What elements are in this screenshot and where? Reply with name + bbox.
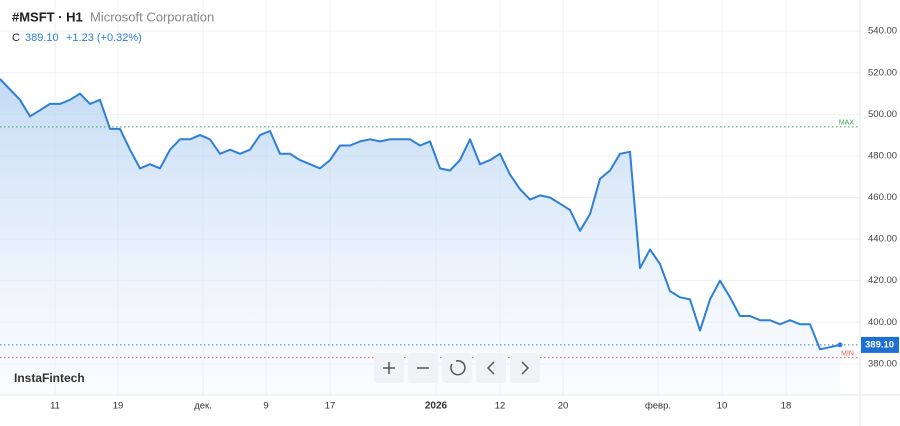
icon [521, 361, 530, 375]
y-tick-label: 440.00 [868, 234, 897, 245]
symbol: #MSFT · H1 [12, 9, 83, 24]
watermark: InstaFintech [14, 371, 85, 385]
price-line [0, 78, 841, 351]
last-price-tag-label: 389.10 [865, 339, 894, 350]
close-label: C [12, 32, 20, 44]
x-tick-label: 9 [263, 401, 268, 412]
y-tick-label: 380.00 [868, 358, 897, 369]
y-tick-label: 400.00 [868, 317, 897, 328]
x-tick-label: 20 [558, 401, 569, 412]
min-line-label: MIN [841, 350, 854, 357]
y-tick-label: 480.00 [868, 150, 897, 161]
max-line-label: MAX [839, 120, 855, 127]
scroll-right-button[interactable] [510, 353, 540, 383]
last-price-tag [861, 336, 899, 353]
company: Microsoft Corporation [90, 9, 214, 24]
change: +1.23 (+0.32%) [66, 32, 142, 44]
x-tick-label: 2026 [425, 401, 448, 412]
icon [383, 362, 395, 374]
icon [486, 361, 495, 375]
y-tick-label: 540.00 [868, 26, 897, 37]
x-tick-label: 17 [325, 401, 336, 412]
x-tick-label: февр. [645, 401, 671, 412]
close-value: 389.10 [25, 32, 59, 44]
y-tick-label: 500.00 [868, 109, 897, 120]
x-tick-label: 10 [717, 401, 728, 412]
x-tick-label: 18 [781, 401, 792, 412]
icon [450, 359, 466, 376]
plot [0, 78, 860, 395]
x-tick-label: 11 [50, 401, 60, 412]
y-tick-label: 460.00 [868, 192, 897, 203]
x-tick-label: дек. [194, 401, 212, 412]
x-tick-label: 12 [495, 401, 506, 412]
toolbar [374, 353, 540, 383]
x-tick-label: 19 [113, 401, 124, 412]
scroll-left-button[interactable] [476, 353, 506, 383]
y-tick-label: 420.00 [868, 275, 897, 286]
y-tick-label: 520.00 [868, 67, 897, 78]
reset-button[interactable] [442, 353, 472, 383]
